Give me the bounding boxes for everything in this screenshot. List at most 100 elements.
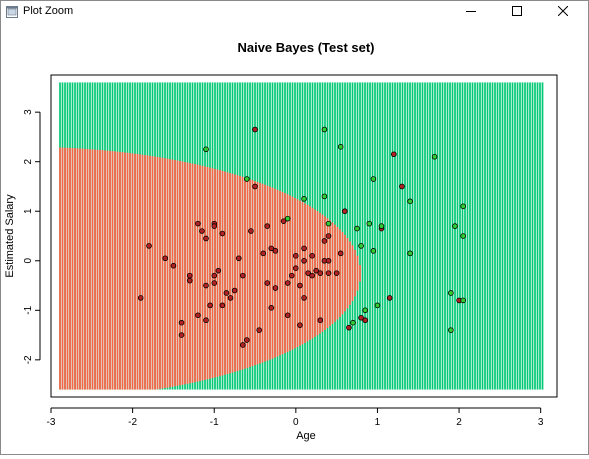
data-point-class-0	[211, 280, 218, 286]
region-cell-class-1	[459, 82, 461, 390]
data-point-class-0	[297, 322, 303, 328]
region-cell-class-0	[64, 147, 66, 390]
region-cell-class-0	[166, 158, 169, 388]
region-cell-class-1	[366, 82, 369, 390]
data-point-class-0	[195, 220, 201, 227]
region-cell-class-0	[154, 156, 156, 390]
region-cell-class-0	[131, 153, 134, 390]
region-cell-class-1	[444, 82, 446, 390]
y-axis: -2 -1 0 1 2 3	[23, 109, 41, 364]
region-cell-class-1	[484, 82, 486, 390]
region-cell-class-1	[399, 82, 401, 390]
title-bar[interactable]: Plot Zoom	[1, 1, 588, 21]
region-cell-class-1	[424, 82, 426, 390]
data-point-class-0	[305, 270, 311, 276]
region-cell-class-0	[164, 158, 166, 389]
region-cell-class-1	[396, 82, 399, 390]
region-cell-class-0	[169, 159, 171, 388]
data-point-class-1	[460, 203, 466, 210]
data-point-class-0	[288, 272, 295, 279]
region-cell-class-1	[346, 82, 349, 390]
x-tick-label: 1	[375, 417, 381, 428]
region-cell-class-0	[204, 166, 206, 380]
region-cell-class-1	[369, 82, 371, 390]
maximize-button[interactable]	[494, 1, 540, 21]
data-point-class-0	[390, 151, 397, 158]
region-cell-class-1	[486, 82, 489, 390]
window-title: Plot Zoom	[23, 5, 74, 17]
region-cell-class-0	[226, 172, 229, 375]
region-cell-class-0	[181, 161, 184, 385]
region-cell-class-1	[364, 82, 366, 390]
region-cell-class-0	[209, 167, 211, 379]
data-point-class-0	[215, 267, 222, 274]
data-point-class-0	[325, 257, 332, 264]
data-point-class-0	[301, 245, 307, 252]
data-point-class-0	[219, 302, 226, 309]
region-cell-class-0	[104, 150, 106, 390]
region-cell-class-0	[294, 197, 296, 349]
minimize-button[interactable]	[448, 1, 494, 21]
region-cell-class-0	[66, 147, 69, 390]
region-cell-class-1	[519, 82, 521, 390]
region-cell-class-1	[389, 82, 391, 390]
data-point-class-1	[337, 144, 344, 150]
region-cell-class-0	[171, 159, 174, 387]
region-cell-class-0	[96, 149, 99, 390]
data-point-class-1	[321, 126, 328, 133]
data-point-class-1	[431, 153, 438, 160]
region-cell-class-0	[159, 157, 161, 389]
data-point-class-0	[239, 342, 246, 348]
region-cell-class-0	[129, 153, 131, 390]
data-point-class-1	[460, 233, 466, 239]
region-cell-class-1	[504, 82, 506, 390]
chart-title: Naive Bayes (Test set)	[237, 40, 374, 55]
region-cell-class-1	[386, 82, 389, 390]
region-cell-class-1	[356, 82, 359, 390]
region-cell-class-1	[471, 82, 474, 390]
region-cell-class-0	[244, 177, 246, 369]
region-cell-class-1	[361, 82, 364, 390]
region-cell-class-0	[224, 171, 226, 375]
y-tick-label: -1	[23, 305, 34, 314]
region-cell-class-0	[249, 179, 251, 368]
close-button[interactable]	[540, 1, 586, 21]
region-cell-class-0	[236, 175, 239, 372]
data-point-class-0	[325, 233, 332, 239]
data-point-class-1	[325, 220, 332, 227]
region-cell-class-1	[421, 82, 424, 390]
data-point-class-0	[203, 282, 209, 289]
region-cell-class-0	[84, 148, 86, 390]
data-point-class-0	[301, 295, 307, 301]
plot-area: Naive Bayes (Test set) -3 -2 -1 0 1 2 3 -2 -1 0 1…	[1, 21, 588, 454]
region-cell-class-0	[279, 190, 281, 356]
region-cell-class-1	[436, 82, 439, 390]
data-point-class-0	[203, 317, 209, 324]
region-cell-class-1	[349, 82, 351, 390]
region-cell-class-0	[356, 255, 359, 291]
data-point-class-0	[239, 272, 246, 279]
data-point-class-0	[162, 255, 169, 262]
data-point-class-1	[407, 250, 413, 257]
x-tick-label: 2	[456, 417, 462, 428]
region-cell-class-0	[289, 195, 291, 351]
data-point-class-0	[272, 248, 279, 254]
y-tick-label: 1	[23, 208, 34, 214]
data-point-class-1	[284, 215, 291, 222]
data-point-class-0	[358, 314, 364, 321]
region-cell-class-0	[281, 191, 284, 355]
region-cell-class-0	[259, 182, 261, 364]
region-cell-class-0	[99, 149, 101, 390]
data-point-class-0	[260, 250, 266, 257]
region-cell-class-0	[199, 165, 201, 382]
region-cell-class-0	[136, 154, 139, 390]
y-tick-label: 3	[23, 109, 34, 115]
region-cell-class-0	[296, 199, 299, 348]
region-cell-class-0	[339, 229, 341, 317]
data-point-class-0	[178, 319, 185, 326]
data-point-class-0	[252, 183, 258, 190]
y-tick-label: 0	[23, 258, 34, 264]
region-cell-class-1	[536, 82, 539, 390]
data-point-class-1	[354, 225, 360, 232]
data-point-class-0	[337, 250, 344, 257]
